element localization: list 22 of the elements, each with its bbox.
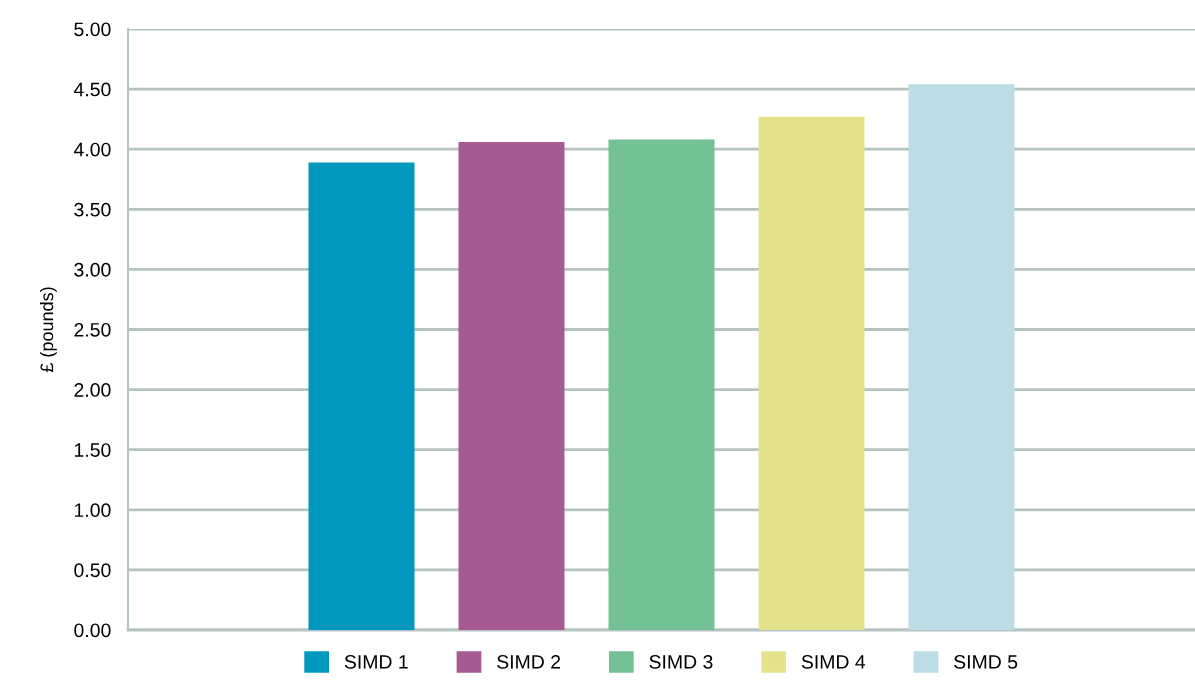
y-tick-label: 0.00 xyxy=(74,623,111,638)
y-tick-label: 3.50 xyxy=(74,202,111,217)
legend-label: SIMD 4 xyxy=(801,654,866,669)
y-tick-label: 2.50 xyxy=(74,322,111,337)
bar xyxy=(458,141,565,630)
y-axis-title: £ (pounds) xyxy=(39,287,57,373)
y-tick-label: 4.50 xyxy=(73,82,111,97)
bar xyxy=(908,84,1015,630)
y-tick-label: 4.00 xyxy=(73,142,111,157)
y-tick-label: 2.00 xyxy=(74,383,111,397)
legend-label: SIMD 2 xyxy=(497,654,561,669)
legend-label: SIMD 3 xyxy=(649,654,713,669)
y-tick-label: 5.00 xyxy=(74,22,111,37)
legend-label: SIMD 1 xyxy=(344,654,408,669)
y-tick-label: 3.00 xyxy=(74,262,111,277)
bar xyxy=(758,116,865,630)
y-tick-label: 0.50 xyxy=(74,563,111,578)
y-tick-label: 1.50 xyxy=(74,443,111,457)
y-tick-label: 1.00 xyxy=(74,503,111,518)
legend-label: SIMD 5 xyxy=(954,654,1018,669)
bar xyxy=(608,139,715,630)
bar xyxy=(308,162,415,630)
